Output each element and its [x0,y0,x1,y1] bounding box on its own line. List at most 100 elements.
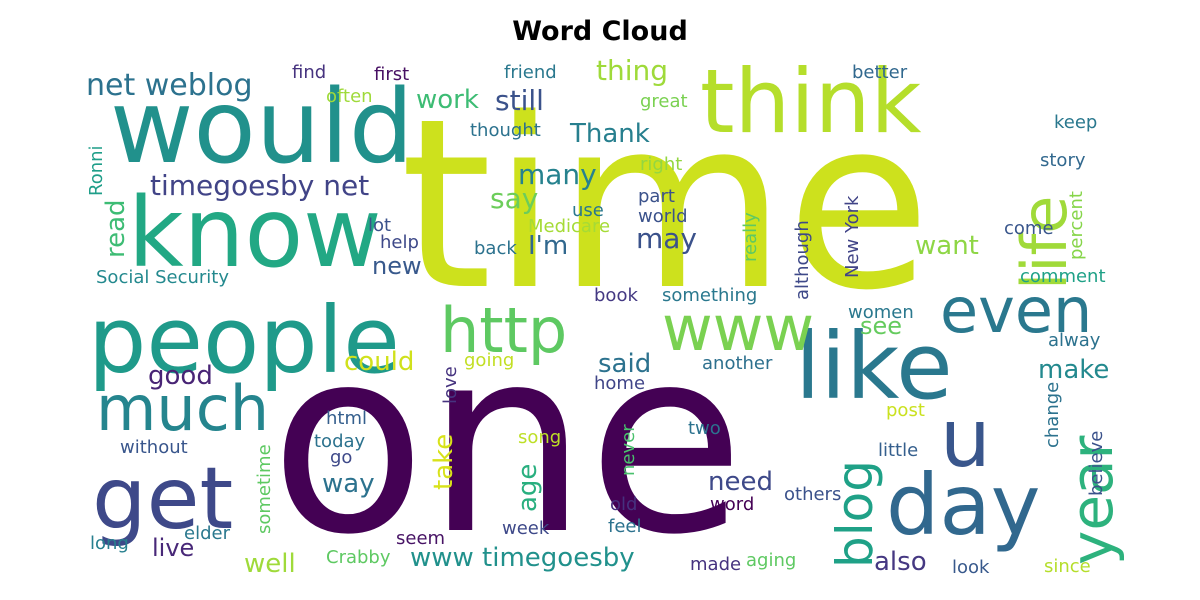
word-may: may [636,222,697,255]
word-new: new [372,252,422,280]
word-way: way [322,469,375,499]
word-since: since [1044,556,1091,577]
word-make: make [1038,355,1109,385]
word-also: also [874,547,927,577]
word-live: live [152,534,194,562]
word-today: today [314,431,366,452]
word-day: day [886,456,1041,554]
chart-title: Word Cloud [512,16,688,47]
word-friend: friend [504,62,557,83]
word-know: know [128,177,382,289]
word-two: two [688,418,721,439]
word-change: change [1042,382,1063,448]
word-need: need [708,467,773,497]
word-never: never [618,424,639,476]
word-people: people [88,287,400,394]
word-time: time [400,69,931,342]
word-feel: feel [608,516,642,537]
word-read: read [101,199,131,258]
word-life: life [1008,196,1081,290]
word-social-security: Social Security [96,267,229,288]
word-see: see [860,312,902,340]
word-www: www [662,292,814,365]
word-believe: believe [1086,431,1107,496]
word-well: well [244,549,296,579]
word-great: great [640,91,688,112]
word-find: find [292,62,326,83]
word-love: love [440,366,461,404]
word-comment: comment [1020,266,1106,287]
word-get: get [92,449,233,549]
word-really: really [740,212,761,262]
word-year: year [1058,435,1126,565]
word-good: good [148,361,213,391]
word-book: book [594,285,638,306]
word-like: like [795,313,953,420]
word-alway: alway [1048,330,1101,351]
word-could: could [344,347,414,377]
word-keep: keep [1054,112,1097,133]
word-percent: percent [1066,191,1087,260]
word-even: even [940,274,1092,347]
word-u: u [940,392,991,485]
word-said: said [598,349,651,379]
word-right: right [640,154,682,175]
word-look: look [952,557,990,578]
word-long: long [90,533,129,554]
word-think: think [700,50,922,153]
word-world: world [638,206,688,227]
word-elder: elder [184,523,231,544]
word-song: song [518,427,561,448]
word-use: use [572,200,604,221]
word-others: others [784,484,841,505]
word-still: still [495,84,544,117]
word-part: part [638,186,675,207]
word-work: work [416,85,479,115]
word-although: although [792,220,813,300]
word-ronni: Ronni [86,145,107,196]
word-little: little [878,440,918,461]
word-would: would [110,68,414,187]
word-sometime: sometime [254,444,275,534]
word-made: made [690,554,741,575]
word-new-york: New York [842,195,863,278]
word-age: age [513,464,543,512]
word-home: home [594,373,645,394]
word-word: word [710,494,754,515]
word-first: first [374,64,409,85]
word-much: much [96,372,269,445]
word-blog: blog [826,460,884,568]
word-take: take [429,434,459,490]
word-thank: Thank [569,119,650,149]
word-old: old [610,494,637,515]
word-many: many [518,158,597,191]
word-www-timegoesby: www timegoesby [410,543,635,573]
word-seem: seem [396,528,445,549]
word-going: going [464,350,514,371]
word-say: say [490,182,538,215]
word-crabby: Crabby [326,547,391,568]
word-net-weblog: net weblog [86,68,253,103]
word-better: better [852,62,908,83]
word-thing: thing [596,54,668,87]
word-post: post [886,400,925,421]
word-week: week [502,518,550,539]
word-help: help [380,232,419,253]
word-something: something [662,285,757,306]
word-i-m: I'm [528,231,568,261]
word-story: story [1040,150,1086,171]
word-medicare: Medicare [528,216,610,237]
word-want: want [915,231,979,261]
word-often: often [326,86,373,107]
word-go: go [330,447,352,468]
word-lot: lot [368,215,391,236]
word-back: back [474,238,517,259]
word-come: come [1004,218,1054,239]
word-women: women [848,302,914,323]
word-timegoesby-net: timegoesby net [150,169,369,202]
word-one: one [270,294,745,591]
word-without: without [120,437,188,458]
word-thought: thought [470,120,541,141]
word-http: http [440,294,567,367]
